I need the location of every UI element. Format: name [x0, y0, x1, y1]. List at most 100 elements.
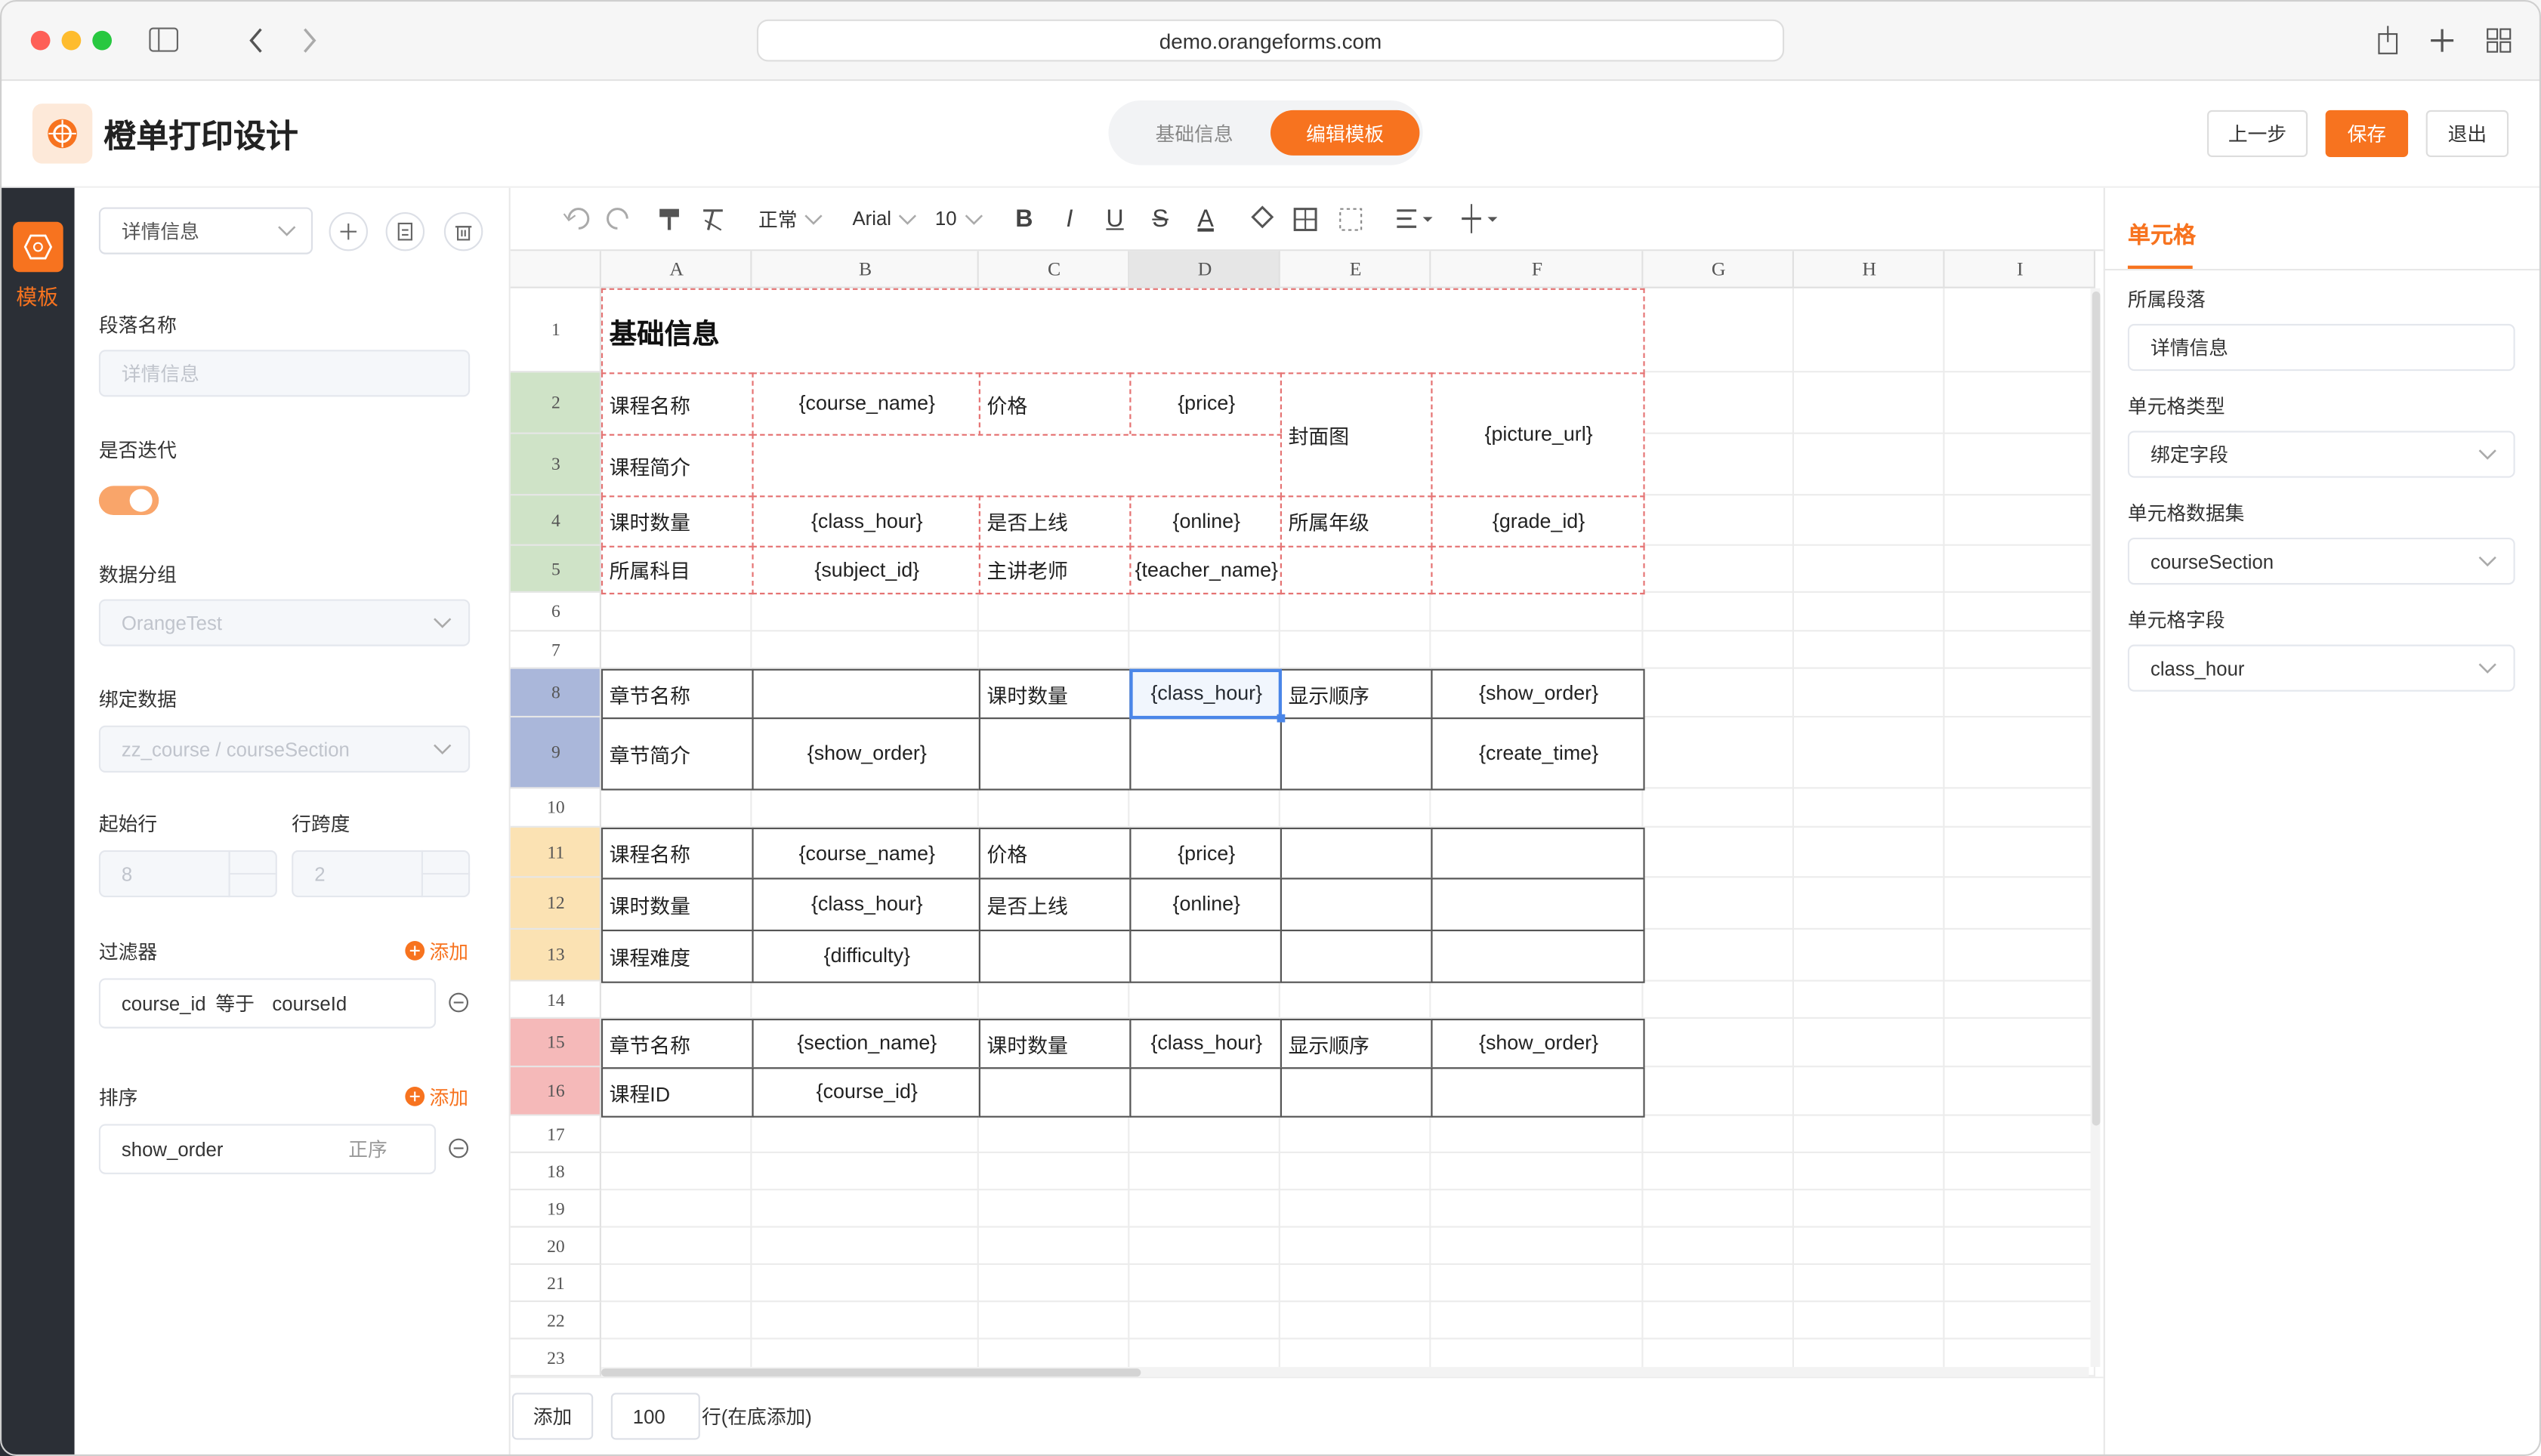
- url-bar[interactable]: [756, 19, 1785, 62]
- format-button[interactable]: I: [1066, 205, 1073, 233]
- sheet-cell[interactable]: [978, 1067, 1132, 1118]
- cell-prop-input[interactable]: [2127, 538, 2515, 585]
- filter-part: courseId: [272, 992, 347, 1015]
- sheet-cell[interactable]: [1280, 878, 1433, 932]
- sheet-cell[interactable]: [601, 1018, 754, 1069]
- segment-select[interactable]: [98, 207, 313, 254]
- sheet-cell[interactable]: [601, 1067, 754, 1118]
- size-select[interactable]: 10: [934, 207, 957, 230]
- sheet-cell[interactable]: [1280, 668, 1433, 720]
- sheet-cell[interactable]: [1280, 827, 1433, 880]
- sheet-cell[interactable]: [1280, 1067, 1433, 1118]
- sheet-cell[interactable]: [601, 930, 754, 983]
- sheet-cell[interactable]: [1129, 717, 1283, 791]
- sheet-cell[interactable]: [752, 545, 980, 595]
- sheet-cell[interactable]: [752, 372, 980, 436]
- sheet-cell[interactable]: [1431, 717, 1645, 791]
- panel-title[interactable]: 单元格: [2127, 221, 2197, 248]
- add-rows-button[interactable]: [511, 1393, 594, 1440]
- sheet-cell[interactable]: [601, 433, 754, 498]
- add-link[interactable]: 添加: [429, 939, 469, 963]
- sheet-cell[interactable]: [1129, 495, 1283, 548]
- header-button-label[interactable]: 退出: [2447, 122, 2487, 147]
- row-label: 20: [547, 1236, 565, 1257]
- filter-item[interactable]: [98, 978, 437, 1029]
- sheet-cell[interactable]: [1280, 717, 1433, 791]
- format-button[interactable]: A: [1197, 205, 1214, 233]
- sheet-cell[interactable]: [1431, 372, 1645, 498]
- sheet-cell[interactable]: [1129, 1067, 1283, 1118]
- cell-text: 课程难度: [609, 946, 690, 970]
- icon: [397, 222, 413, 241]
- field-label: 单元格类型: [2127, 394, 2225, 418]
- sheet-cell[interactable]: [1280, 545, 1433, 595]
- add-icon: [405, 941, 425, 961]
- sheet-cell[interactable]: [1431, 1018, 1645, 1069]
- data-group-select[interactable]: [98, 599, 471, 646]
- sheet-cell[interactable]: [752, 668, 980, 720]
- font-select[interactable]: Arial: [852, 207, 892, 230]
- segment-name-input[interactable]: [98, 350, 471, 397]
- add-rows-label[interactable]: 添加: [533, 1405, 573, 1429]
- header-button[interactable]: [2325, 110, 2409, 158]
- sheet-cell[interactable]: [1431, 930, 1645, 983]
- tab[interactable]: 编辑模板: [1306, 122, 1385, 145]
- field-label: 单元格字段: [2127, 608, 2225, 631]
- cell-field: {price}: [1178, 391, 1236, 415]
- tab[interactable]: 基础信息: [1155, 122, 1233, 145]
- style-select[interactable]: 正常: [758, 208, 798, 231]
- sidebar-item-icon[interactable]: [13, 221, 63, 273]
- format-button[interactable]: U: [1106, 205, 1124, 233]
- cell-field: {show_order}: [807, 742, 927, 765]
- sheet-cell[interactable]: [752, 433, 1283, 498]
- header-button-label[interactable]: 保存: [2347, 122, 2387, 147]
- sidebar-label[interactable]: 模板: [16, 284, 59, 309]
- cell-prop-input[interactable]: [2127, 644, 2515, 692]
- sheet-cell[interactable]: [1280, 495, 1433, 548]
- add-link[interactable]: 添加: [429, 1085, 469, 1109]
- sheet-cell[interactable]: [752, 878, 980, 932]
- sort-item[interactable]: [98, 1124, 437, 1174]
- tab-active[interactable]: [1270, 110, 1420, 156]
- bind-data-select[interactable]: [98, 725, 471, 773]
- sheet-cell[interactable]: [601, 372, 754, 436]
- grid-line: [601, 1016, 2096, 1019]
- row-header: [510, 433, 601, 496]
- sheet-cell[interactable]: [1431, 878, 1645, 932]
- sheet-cell[interactable]: [1431, 545, 1645, 595]
- column-header: [1793, 251, 1945, 288]
- sheet-cell[interactable]: [978, 1018, 1132, 1069]
- cell-prop-input[interactable]: [2127, 430, 2515, 478]
- cell-prop-input-value: 绑定字段: [2150, 443, 2228, 467]
- icon-button[interactable]: [329, 211, 369, 251]
- format-button[interactable]: B: [1015, 205, 1033, 233]
- sheet-cell[interactable]: [978, 930, 1132, 983]
- cell-text: 课程简介: [609, 455, 690, 479]
- sort-field: show_order: [121, 1137, 224, 1161]
- footer-bar: [510, 1376, 2104, 1456]
- field-label: 行跨度: [292, 812, 350, 835]
- sheet-cell[interactable]: [1129, 930, 1283, 983]
- sheet-cell[interactable]: [1431, 827, 1645, 880]
- header-button[interactable]: [2207, 110, 2308, 158]
- sheet-cell[interactable]: [601, 495, 754, 548]
- sheet-cell[interactable]: [601, 668, 754, 720]
- add-icon: [405, 1087, 425, 1106]
- format-button[interactable]: S: [1152, 205, 1169, 233]
- sheet-cell[interactable]: [978, 717, 1132, 791]
- rows-input[interactable]: [610, 1393, 700, 1440]
- sheet-cell[interactable]: [978, 545, 1132, 595]
- sheet-cell[interactable]: [601, 717, 754, 791]
- icon-button[interactable]: [443, 211, 483, 251]
- icon-button[interactable]: [385, 211, 425, 251]
- sheet-cell[interactable]: [1431, 1067, 1645, 1118]
- header-button[interactable]: [2425, 110, 2509, 158]
- row-header: [510, 288, 601, 373]
- cell-prop-input[interactable]: [2127, 323, 2515, 372]
- sheet-cell[interactable]: [978, 372, 1132, 436]
- sheet-cell[interactable]: [601, 288, 1645, 375]
- sheet-cell[interactable]: [752, 717, 980, 791]
- sheet-cell[interactable]: [1280, 930, 1433, 983]
- sheet-cell[interactable]: [1431, 668, 1645, 720]
- header-button-label[interactable]: 上一步: [2228, 122, 2287, 147]
